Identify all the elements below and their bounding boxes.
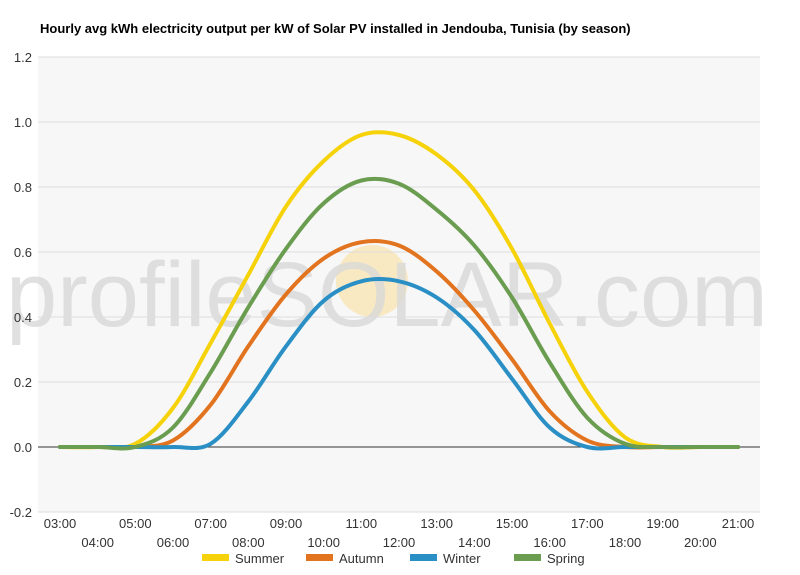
- legend-item-winter[interactable]: Winter: [410, 551, 481, 566]
- x-tick-label: 09:00: [270, 516, 303, 531]
- x-tick-label: 16:00: [533, 535, 566, 550]
- x-tick-label: 06:00: [157, 535, 190, 550]
- x-axis-ticks: 03:00 04:00 05:00 06:00 07:00 08:00 09:00 10:00…: [44, 516, 755, 550]
- legend-item-summer[interactable]: Summer: [202, 551, 285, 566]
- legend-swatch: [514, 554, 541, 561]
- x-tick-label: 08:00: [232, 535, 265, 550]
- x-tick-label: 14:00: [458, 535, 491, 550]
- grid-lines: [38, 56, 760, 513]
- x-tick-label: 17:00: [571, 516, 604, 531]
- y-tick-label: 1.0: [14, 115, 32, 130]
- y-tick-label: 0.8: [14, 180, 32, 195]
- legend-item-autumn[interactable]: Autumn: [306, 551, 384, 566]
- x-tick-label: 20:00: [684, 535, 717, 550]
- x-tick-label: 05:00: [119, 516, 152, 531]
- y-tick-label: -0.2: [10, 505, 32, 520]
- series-line-summer: [58, 130, 740, 450]
- legend-swatch: [202, 554, 229, 561]
- legend-label: Spring: [547, 551, 585, 566]
- legend-label: Autumn: [339, 551, 384, 566]
- x-tick-label: 11:00: [346, 516, 378, 531]
- legend-item-spring[interactable]: Spring: [514, 551, 585, 566]
- y-tick-label: 0.2: [14, 375, 32, 390]
- x-tick-label: 10:00: [307, 535, 340, 550]
- series-lines: [58, 130, 740, 451]
- legend-swatch: [410, 554, 437, 561]
- x-tick-label: 19:00: [646, 516, 679, 531]
- legend-swatch: [306, 554, 333, 561]
- series-line-winter: [58, 277, 740, 451]
- x-tick-label: 13:00: [420, 516, 453, 531]
- legend: Summer Autumn Winter Spring: [202, 551, 585, 566]
- y-axis-ticks: -0.2 0.0 0.2 0.4 0.6 0.8 1.0 1.2: [10, 50, 32, 520]
- watermark: profileSOLAR.com: [6, 244, 768, 346]
- x-tick-label: 15:00: [496, 516, 529, 531]
- y-tick-label: 0.6: [14, 245, 32, 260]
- y-tick-label: 0.4: [14, 310, 32, 325]
- x-tick-label: 03:00: [44, 516, 77, 531]
- chart-title: Hourly avg kWh electricity output per kW…: [40, 21, 631, 36]
- watermark-text: profileSOLAR.com: [6, 244, 768, 346]
- series-line-spring: [58, 176, 740, 451]
- legend-label: Summer: [235, 551, 285, 566]
- y-tick-label: 1.2: [14, 50, 32, 65]
- y-tick-label: 0.0: [14, 440, 32, 455]
- x-tick-label: 04:00: [81, 535, 114, 550]
- legend-label: Winter: [443, 551, 481, 566]
- x-tick-label: 21:00: [722, 516, 755, 531]
- x-tick-label: 12:00: [383, 535, 416, 550]
- x-tick-label: 18:00: [609, 535, 642, 550]
- x-tick-label: 07:00: [194, 516, 227, 531]
